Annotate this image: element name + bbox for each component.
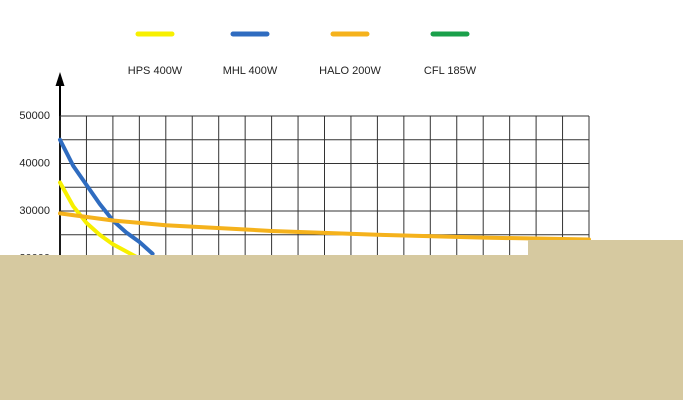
y-axis-arrow <box>55 72 65 86</box>
data-line <box>58 180 142 261</box>
y-tick-label: 40000 <box>19 157 50 169</box>
data-line <box>58 137 155 256</box>
y-tick-label: 30000 <box>19 205 50 217</box>
data-line <box>58 211 591 242</box>
overlay <box>528 240 683 260</box>
legend-label: HPS 400W <box>128 65 183 77</box>
overlay <box>0 255 683 400</box>
legend-label: MHL 400W <box>223 65 278 77</box>
legend-label: CFL 185W <box>424 65 477 77</box>
y-tick-label: 50000 <box>19 110 50 122</box>
legend-label: HALO 200W <box>319 65 381 77</box>
